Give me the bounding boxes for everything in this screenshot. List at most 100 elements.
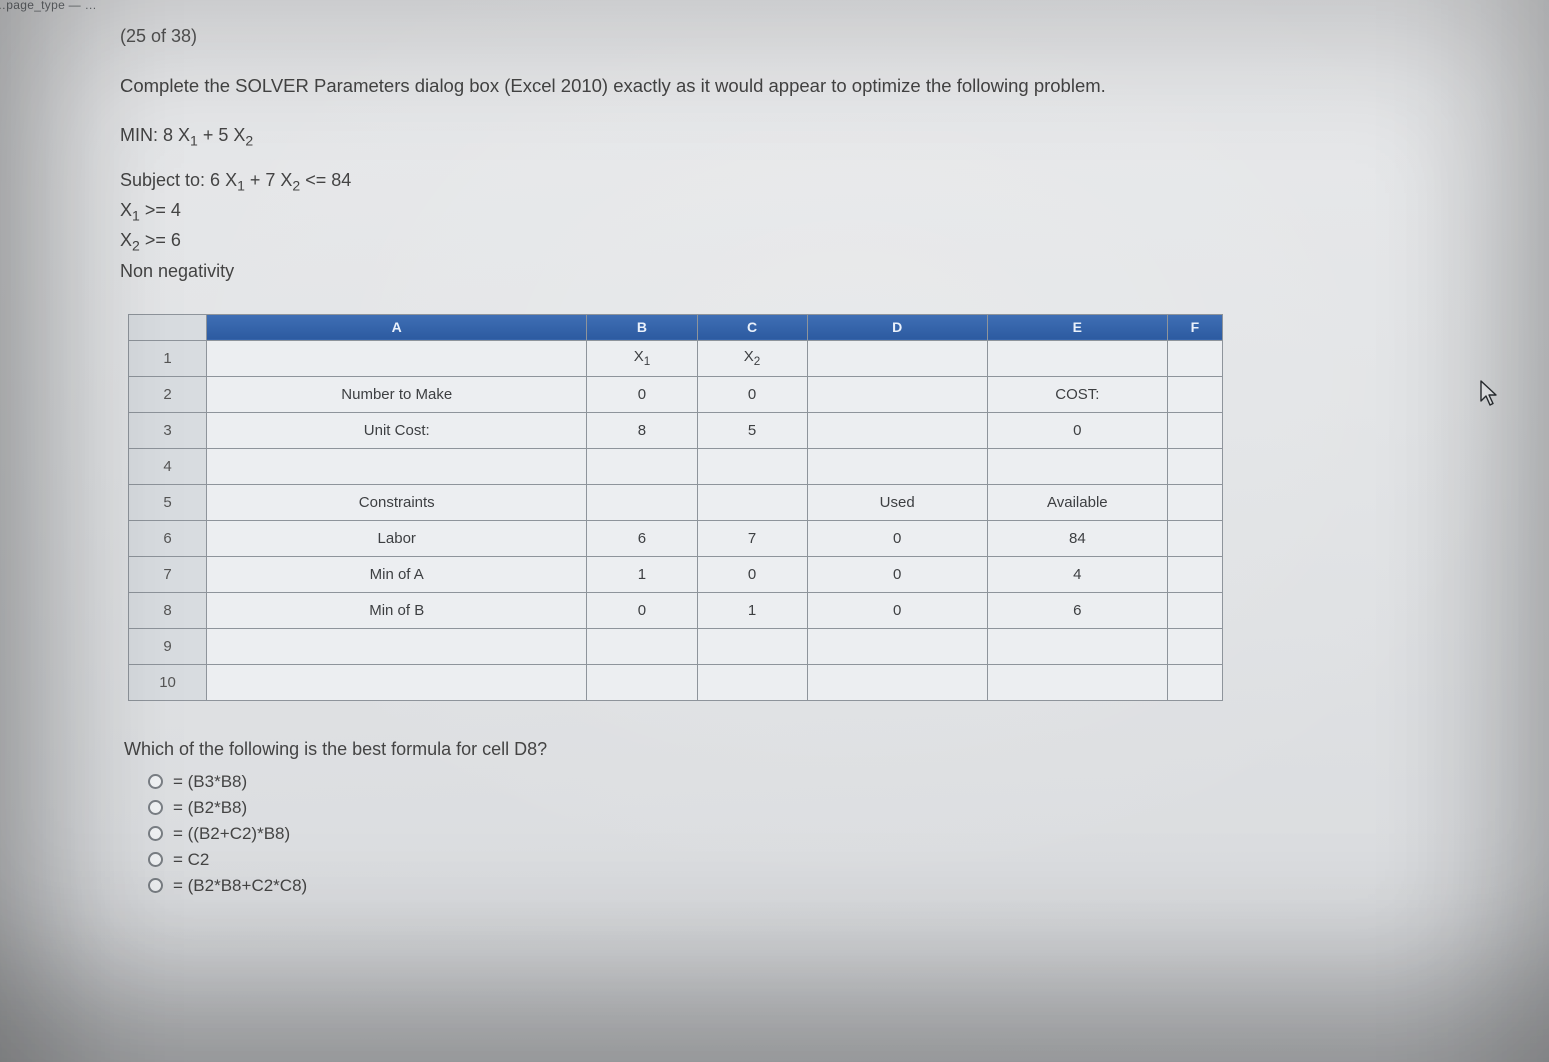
answer-option[interactable]: = (B2*B8+C2*C8) xyxy=(148,876,1459,896)
c1-mid: + 7 X xyxy=(245,170,293,190)
cell-B5 xyxy=(587,484,697,520)
cell-A5: Constraints xyxy=(207,484,587,520)
option-label: = C2 xyxy=(173,850,209,870)
answer-option[interactable]: = ((B2+C2)*B8) xyxy=(148,824,1459,844)
cell-B9 xyxy=(587,628,697,664)
cell-A10 xyxy=(207,664,587,700)
cell-C8: 1 xyxy=(697,592,807,628)
mouse-cursor-icon xyxy=(1479,380,1501,408)
cell-E8: 6 xyxy=(987,592,1167,628)
table-row: 3Unit Cost:850 xyxy=(129,412,1223,448)
cell-A9 xyxy=(207,628,587,664)
cell-E3: 0 xyxy=(987,412,1167,448)
cell-C6: 7 xyxy=(697,520,807,556)
cell-A6: Labor xyxy=(207,520,587,556)
cell-E7: 4 xyxy=(987,556,1167,592)
table-row: 2Number to Make00COST: xyxy=(129,376,1223,412)
objective-sub1: 1 xyxy=(190,133,198,149)
browser-url-fragment: …page_type — … xyxy=(0,0,97,12)
cell-C3: 5 xyxy=(697,412,807,448)
objective-sub2: 2 xyxy=(245,133,253,149)
answer-option[interactable]: = (B2*B8) xyxy=(148,798,1459,818)
row-number: 1 xyxy=(129,340,207,376)
cell-B2: 0 xyxy=(587,376,697,412)
radio-icon[interactable] xyxy=(148,774,163,789)
cell-B4 xyxy=(587,448,697,484)
c1-suffix: <= 84 xyxy=(300,170,351,190)
option-label: = (B3*B8) xyxy=(173,772,247,792)
c3-prefix: X xyxy=(120,230,132,250)
cell-C2: 0 xyxy=(697,376,807,412)
cell-A1 xyxy=(207,340,587,376)
cell-F4 xyxy=(1167,448,1222,484)
spreadsheet-table: A B C D E F 1X1X22Number to Make00COST:3… xyxy=(128,314,1223,701)
cell-F3 xyxy=(1167,412,1222,448)
objective-function: MIN: 8 X1 + 5 X2 xyxy=(120,125,1459,149)
cell-F1 xyxy=(1167,340,1222,376)
c2-sub: 1 xyxy=(132,208,140,224)
constraint-nonneg: Non negativity xyxy=(120,258,1459,286)
col-header-B: B xyxy=(587,314,697,340)
constraint-3: X2 >= 6 xyxy=(120,227,1459,257)
cell-F9 xyxy=(1167,628,1222,664)
cell-A8: Min of B xyxy=(207,592,587,628)
constraint-1: Subject to: 6 X1 + 7 X2 <= 84 xyxy=(120,167,1459,197)
cell-B7: 1 xyxy=(587,556,697,592)
cell-A3: Unit Cost: xyxy=(207,412,587,448)
radio-icon[interactable] xyxy=(148,826,163,841)
cell-B1: X1 xyxy=(587,340,697,376)
cell-D10 xyxy=(807,664,987,700)
cell-D5: Used xyxy=(807,484,987,520)
objective-prefix: MIN: 8 X xyxy=(120,125,190,145)
cell-A4 xyxy=(207,448,587,484)
cell-C5 xyxy=(697,484,807,520)
cell-E5: Available xyxy=(987,484,1167,520)
cell-E2: COST: xyxy=(987,376,1167,412)
cell-E10 xyxy=(987,664,1167,700)
answer-options: = (B3*B8) = (B2*B8) = ((B2+C2)*B8) = C2 = (B… xyxy=(148,772,1459,896)
row-number: 2 xyxy=(129,376,207,412)
cell-D3 xyxy=(807,412,987,448)
cell-C10 xyxy=(697,664,807,700)
cell-C7: 0 xyxy=(697,556,807,592)
instruction-text: Complete the SOLVER Parameters dialog bo… xyxy=(120,75,1459,97)
corner-cell xyxy=(129,314,207,340)
col-header-C: C xyxy=(697,314,807,340)
table-row: 7Min of A1004 xyxy=(129,556,1223,592)
row-number: 8 xyxy=(129,592,207,628)
answer-option[interactable]: = (B3*B8) xyxy=(148,772,1459,792)
table-row: 6Labor67084 xyxy=(129,520,1223,556)
cell-C1: X2 xyxy=(697,340,807,376)
cell-D4 xyxy=(807,448,987,484)
c1-prefix: Subject to: 6 X xyxy=(120,170,237,190)
cell-F6 xyxy=(1167,520,1222,556)
row-number: 9 xyxy=(129,628,207,664)
radio-icon[interactable] xyxy=(148,878,163,893)
radio-icon[interactable] xyxy=(148,852,163,867)
cell-B6: 6 xyxy=(587,520,697,556)
cell-A7: Min of A xyxy=(207,556,587,592)
row-number: 4 xyxy=(129,448,207,484)
objective-mid: + 5 X xyxy=(198,125,246,145)
table-row: 8Min of B0106 xyxy=(129,592,1223,628)
row-number: 7 xyxy=(129,556,207,592)
cell-E6: 84 xyxy=(987,520,1167,556)
col-header-A: A xyxy=(207,314,587,340)
cell-E9 xyxy=(987,628,1167,664)
col-header-F: F xyxy=(1167,314,1222,340)
question-progress: (25 of 38) xyxy=(120,26,1459,47)
c2-prefix: X xyxy=(120,200,132,220)
table-row: 1 X1X2 xyxy=(129,340,1223,376)
answer-option[interactable]: = C2 xyxy=(148,850,1459,870)
column-header-row: A B C D E F xyxy=(129,314,1223,340)
option-label: = ((B2+C2)*B8) xyxy=(173,824,290,844)
c3-suffix: >= 6 xyxy=(140,230,181,250)
radio-icon[interactable] xyxy=(148,800,163,815)
cell-D1 xyxy=(807,340,987,376)
cell-F5 xyxy=(1167,484,1222,520)
cell-F2 xyxy=(1167,376,1222,412)
cell-E1 xyxy=(987,340,1167,376)
table-row: 4 xyxy=(129,448,1223,484)
c1-sub1: 1 xyxy=(237,177,245,193)
cell-D6: 0 xyxy=(807,520,987,556)
